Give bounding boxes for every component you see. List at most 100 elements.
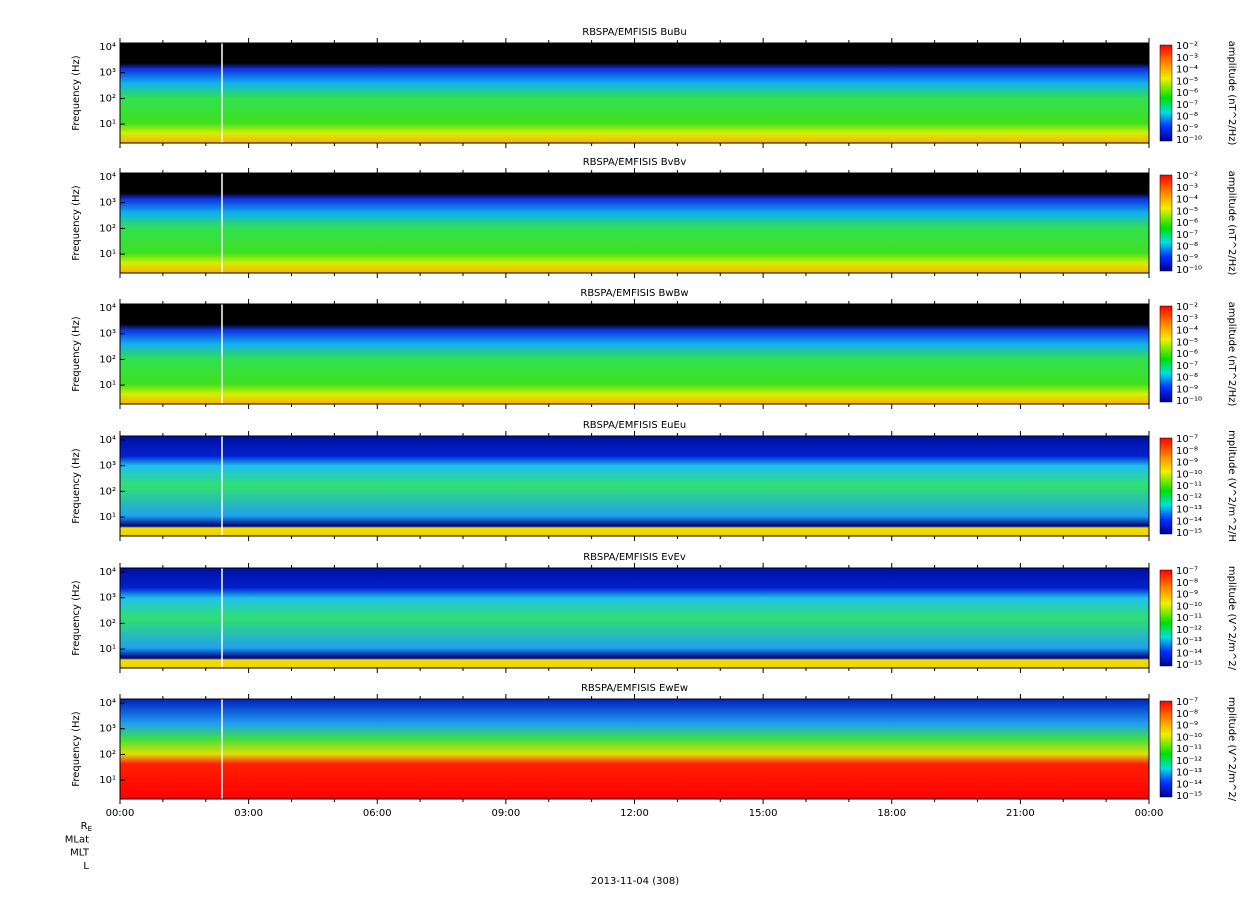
x-tick-label: 03:00 [234, 808, 263, 819]
colorbar [1159, 305, 1173, 403]
colorbar-tick-label: 10⁻⁶ [1176, 88, 1198, 99]
ephemeris-label: RE [81, 821, 92, 833]
colorbar-tick-label: 10⁻¹¹ [1176, 481, 1202, 492]
x-tick-label: 00:00 [106, 808, 135, 819]
y-tick-label: 10³ [99, 198, 116, 209]
y-tick-label: 10¹ [99, 380, 116, 391]
colorbar-tick-label: 10⁻⁷ [1176, 230, 1198, 241]
colorbar-tick-label: 10⁻¹³ [1176, 768, 1202, 779]
x-tick-label: 18:00 [877, 808, 906, 819]
colorbar-tick-label: 10⁻¹⁴ [1176, 779, 1202, 790]
y-axis-label: Frequency (Hz) [71, 580, 82, 656]
x-tick-label: 06:00 [363, 808, 392, 819]
colorbar-tick-label: 10⁻⁵ [1176, 76, 1198, 87]
spectrogram [120, 436, 1149, 536]
panel-title: RBSPA/EMFISIS EwEw [581, 683, 688, 694]
colorbar-tick-label: 10⁻³ [1176, 314, 1198, 325]
ephemeris-label: MLat [65, 834, 89, 845]
y-tick-label: 10⁴ [99, 42, 116, 53]
colorbar-tick-label: 10⁻¹² [1176, 756, 1202, 767]
colorbar [1159, 174, 1173, 272]
y-tick-label: 10³ [99, 593, 116, 604]
spectrogram [120, 304, 1149, 404]
colorbar-tick-label: 10⁻⁹ [1176, 123, 1198, 134]
colorbar-label: amplitude (nT^2/Hz) [1226, 41, 1237, 146]
spectrogram [120, 43, 1149, 143]
colorbar [1159, 44, 1173, 142]
y-tick-label: 10⁴ [99, 172, 116, 183]
panel-title: RBSPA/EMFISIS BvBv [583, 157, 687, 168]
y-tick-label: 10² [99, 354, 116, 365]
colorbar-tick-label: 10⁻⁹ [1176, 590, 1198, 601]
colorbar-tick-label: 10⁻¹³ [1176, 505, 1202, 516]
colorbar-tick-label: 10⁻¹¹ [1176, 744, 1202, 755]
x-tick-label: 21:00 [1006, 808, 1035, 819]
y-tick-label: 10² [99, 618, 116, 629]
colorbar-tick-label: 10⁻¹⁰ [1176, 601, 1202, 612]
colorbar-tick-label: 10⁻⁶ [1176, 349, 1198, 360]
colorbar-tick-label: 10⁻⁵ [1176, 337, 1198, 348]
colorbar-tick-label: 10⁻⁹ [1176, 721, 1198, 732]
x-tick-label: 15:00 [749, 808, 778, 819]
colorbar-tick-label: 10⁻⁴ [1176, 326, 1198, 337]
spectrogram [120, 699, 1149, 799]
colorbar-tick-label: 10⁻¹⁴ [1176, 648, 1202, 659]
colorbar-tick-label: 10⁻⁸ [1176, 709, 1198, 720]
y-axis-label: Frequency (Hz) [71, 448, 82, 524]
colorbar-tick-label: 10⁻¹³ [1176, 637, 1202, 648]
x-tick-label: 00:00 [1135, 808, 1164, 819]
ephemeris-label: MLT [70, 848, 90, 859]
colorbar-tick-label: 10⁻² [1176, 302, 1198, 313]
colorbar-tick-label: 10⁻¹⁰ [1176, 732, 1202, 743]
colorbar-tick-label: 10⁻¹⁵ [1176, 660, 1202, 671]
colorbar-tick-label: 10⁻¹⁰ [1176, 265, 1202, 276]
colorbar-tick-label: 10⁻⁸ [1176, 373, 1198, 384]
colorbar-label: mplitude (V^2/m^2/ [1226, 697, 1237, 802]
colorbar-tick-label: 10⁻⁴ [1176, 65, 1198, 76]
y-tick-label: 10⁴ [99, 698, 116, 709]
colorbar-tick-label: 10⁻⁹ [1176, 384, 1198, 395]
colorbar-tick-label: 10⁻¹⁰ [1176, 135, 1202, 146]
colorbar-tick-label: 10⁻² [1176, 41, 1198, 52]
colorbar-tick-label: 10⁻⁸ [1176, 578, 1198, 589]
panel-title: RBSPA/EMFISIS EuEu [583, 420, 686, 431]
y-tick-label: 10² [99, 486, 116, 497]
y-tick-label: 10⁴ [99, 435, 116, 446]
colorbar-tick-label: 10⁻¹⁵ [1176, 791, 1202, 802]
panel-title: RBSPA/EMFISIS EvEv [583, 552, 686, 563]
colorbar-tick-label: 10⁻³ [1176, 183, 1198, 194]
colorbar-tick-label: 10⁻¹⁰ [1176, 469, 1202, 480]
y-tick-label: 10² [99, 93, 116, 104]
colorbar-tick-label: 10⁻¹² [1176, 493, 1202, 504]
y-axis-label: Frequency (Hz) [71, 711, 82, 787]
x-tick-label: 12:00 [620, 808, 649, 819]
y-tick-label: 10³ [99, 724, 116, 735]
colorbar-label: mplitude (V^2/m^2/H [1226, 430, 1237, 542]
date-label: 2013-11-04 (308) [591, 876, 679, 887]
y-axis-label: Frequency (Hz) [71, 316, 82, 392]
colorbar [1159, 569, 1173, 667]
panel-title: RBSPA/EMFISIS BuBu [582, 27, 686, 38]
y-tick-label: 10¹ [99, 249, 116, 260]
colorbar-tick-label: 10⁻¹⁰ [1176, 396, 1202, 407]
colorbar-tick-label: 10⁻⁷ [1176, 566, 1198, 577]
colorbar-tick-label: 10⁻⁷ [1176, 100, 1198, 111]
colorbar-tick-label: 10⁻⁵ [1176, 206, 1198, 217]
spectrogram [120, 173, 1149, 273]
colorbar [1159, 437, 1173, 535]
colorbar-tick-label: 10⁻⁹ [1176, 458, 1198, 469]
colorbar-tick-label: 10⁻⁸ [1176, 446, 1198, 457]
colorbar-tick-label: 10⁻⁷ [1176, 697, 1198, 708]
colorbar-tick-label: 10⁻⁸ [1176, 112, 1198, 123]
colorbar [1159, 700, 1173, 798]
y-tick-label: 10¹ [99, 644, 116, 655]
colorbar-tick-label: 10⁻¹⁵ [1176, 528, 1202, 539]
ephemeris-label: L [83, 861, 89, 872]
x-tick-label: 09:00 [491, 808, 520, 819]
y-tick-label: 10³ [99, 68, 116, 79]
colorbar-tick-label: 10⁻² [1176, 171, 1198, 182]
colorbar-label: amplitude (nT^2/Hz) [1226, 302, 1237, 407]
y-axis-label: Frequency (Hz) [71, 185, 82, 261]
colorbar-tick-label: 10⁻⁹ [1176, 253, 1198, 264]
panel-title: RBSPA/EMFISIS BwBw [580, 288, 688, 299]
